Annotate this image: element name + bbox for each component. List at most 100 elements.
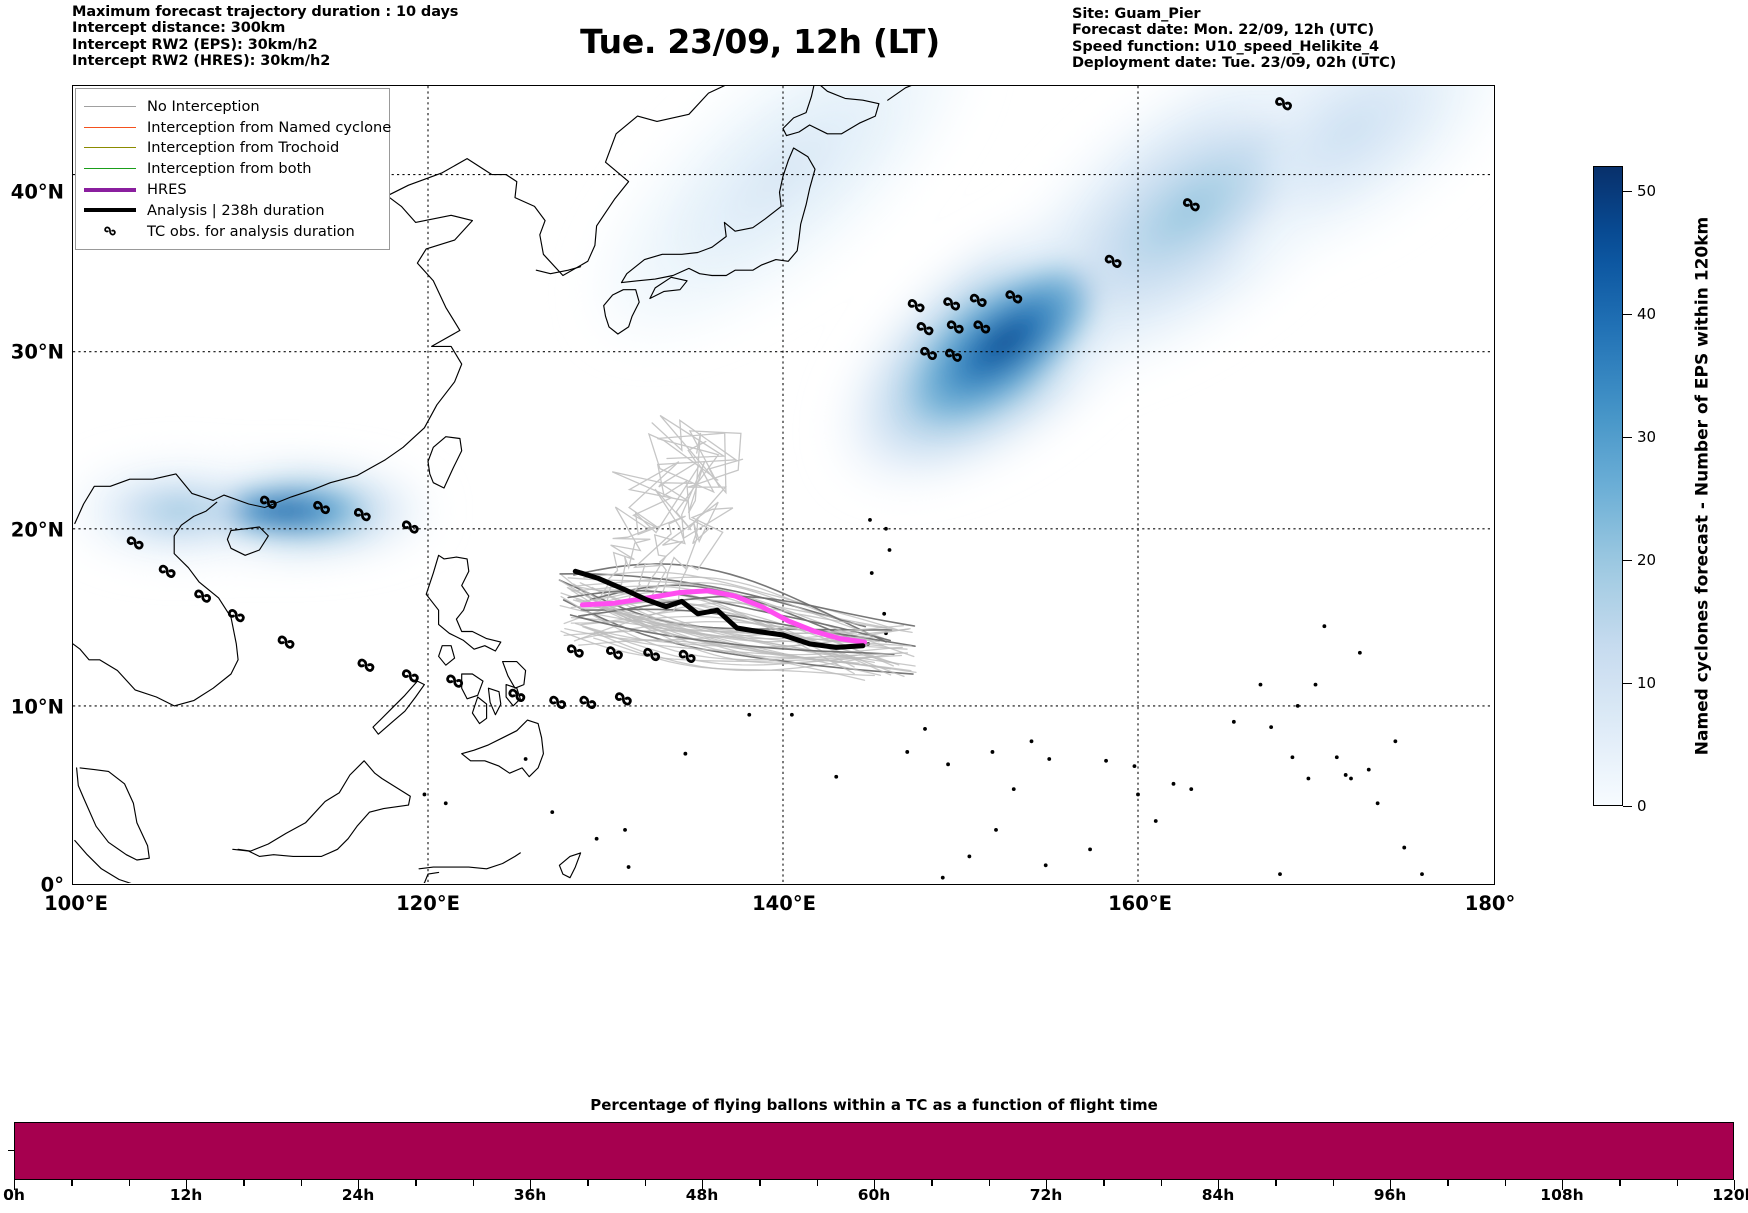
header-left-line-2: Intercept distance: 300km [72, 20, 286, 37]
cyclone-icon [920, 346, 937, 361]
legend-item-tc-obs[interactable]: TC obs. for analysis duration [84, 221, 379, 242]
legend-item-hres[interactable]: HRES [84, 179, 379, 200]
legend-label: HRES [147, 181, 187, 199]
cyclone-icon [313, 500, 330, 515]
colorbar-tick [1623, 436, 1632, 439]
flight-time-minor-tick [71, 1180, 73, 1186]
bar-left-tick [8, 1150, 15, 1152]
legend-item-no-interception[interactable]: No Interception [84, 96, 379, 117]
speed-function-label: Speed function: U10_speed_Helikite_4 [1072, 38, 1380, 55]
cyclone-icon [973, 320, 991, 334]
site-label: Site: Guam_Pier [1072, 6, 1201, 22]
colorbar-tick [1623, 559, 1632, 562]
flight-time-minor-tick [243, 1180, 245, 1186]
flight-time-tick [14, 1180, 16, 1190]
cyclone-icon [277, 635, 295, 649]
cyclone-icon [401, 520, 419, 534]
cyclone-icon [614, 692, 632, 706]
legend-label: Analysis | 238h duration [147, 201, 325, 219]
yaxis-tick-30: 30°N [10, 340, 64, 364]
colorbar-tick-label: 0 [1637, 797, 1647, 815]
colorbar-title: Named cyclones forecast - Number of EPS … [1688, 166, 1716, 806]
flight-time-tick [702, 1180, 704, 1190]
flight-time-minor-tick [816, 1180, 818, 1186]
legend-item-trochoid[interactable]: Interception from Trochoid [84, 138, 379, 159]
colorbar-tick [1623, 806, 1632, 808]
ensemble-tracks [558, 414, 917, 681]
cyclone-icon [357, 658, 375, 672]
cyclone-icon [907, 299, 925, 313]
flight-time-tick [358, 1180, 360, 1190]
cyclone-icon [579, 695, 597, 709]
colorbar-tick [1623, 682, 1632, 685]
flight-time-minor-tick [587, 1180, 589, 1186]
legend-label: TC obs. for analysis duration [147, 222, 355, 240]
cyclone-icon [946, 320, 964, 334]
flight-time-tick-label: 84h [1201, 1186, 1235, 1204]
flight-time-tick [874, 1180, 876, 1190]
cyclone-icon [678, 649, 696, 663]
flight-time-minor-tick [415, 1180, 417, 1186]
xaxis-tick-180: 180° [1464, 892, 1516, 915]
header-right-info: Site: Guam_Pier Forecast date: Mon. 22/0… [1072, 6, 1632, 72]
colorbar-tick-label: 20 [1637, 550, 1657, 569]
flight-time-tick-label: 12h [169, 1186, 203, 1204]
header-left-line-3: Intercept RW2 (EPS): 30km/h2 [72, 36, 318, 53]
legend-swatch-line [84, 208, 136, 213]
flight-time-minor-tick [1619, 1180, 1621, 1186]
flight-time-tick [1734, 1180, 1736, 1190]
tc-observation-markers [126, 97, 1292, 709]
colorbar-tick [1623, 190, 1632, 192]
flight-time-minor-tick [472, 1180, 474, 1186]
flight-time-minor-tick [300, 1180, 302, 1186]
map-canvas [73, 86, 1493, 883]
xaxis-tick-160E: 160°E [1108, 892, 1172, 915]
legend-swatch-line [84, 126, 136, 128]
flight-time-tick-label: 120h [1712, 1186, 1748, 1204]
cyclone-icon [194, 589, 212, 603]
flight-time-minor-tick [1332, 1180, 1334, 1186]
cyclone-icon [549, 695, 567, 709]
cyclone-icon [643, 647, 661, 662]
flight-time-tick [186, 1180, 188, 1190]
cyclone-icon [158, 564, 176, 578]
legend-item-both[interactable]: Interception from both [84, 158, 379, 179]
yaxis-tick-20: 20°N [10, 518, 64, 542]
colorbar-title-text: Named cyclones forecast - Number of EPS … [1692, 216, 1713, 756]
flight-time-tick [1218, 1180, 1220, 1190]
legend-label: No Interception [147, 97, 260, 115]
legend-label: Interception from Named cyclone [147, 118, 392, 136]
flight-time-bar[interactable] [14, 1122, 1734, 1180]
flight-time-tick-label: 0h [3, 1186, 25, 1204]
colorbar-tick-label: 10 [1637, 673, 1657, 692]
flight-time-minor-tick [644, 1180, 646, 1186]
flight-time-tick [1390, 1180, 1392, 1190]
cyclone-icon [916, 322, 934, 336]
page-title: Tue. 23/09, 12h (LT) [580, 22, 940, 61]
flight-time-tick-label: 72h [1029, 1186, 1063, 1204]
yaxis-tick-40: 40°N [10, 180, 64, 204]
flight-time-bar-fill [15, 1123, 1733, 1179]
bottom-bar-title: Percentage of flying ballons within a TC… [590, 1096, 1158, 1114]
legend-item-named-cyclone[interactable]: Interception from Named cyclone [84, 117, 391, 138]
flight-time-tick [530, 1180, 532, 1190]
map-legend[interactable]: No Interception Interception from Named … [75, 88, 391, 250]
flight-time-minor-tick [931, 1180, 933, 1186]
cyclone-icon [227, 609, 245, 623]
cyclone-icon [1104, 254, 1122, 268]
legend-label: Interception from both [147, 160, 312, 178]
flight-time-minor-tick [1160, 1180, 1162, 1186]
cyclone-icon [259, 495, 277, 509]
main-trajectories [572, 568, 868, 650]
cyclone-icon [126, 536, 144, 550]
colorbar-tick-label: 50 [1637, 181, 1657, 200]
xaxis-tick-100E: 100°E [44, 892, 108, 915]
legend-label: Interception from Trochoid [147, 139, 340, 157]
cyclone-icon [566, 644, 584, 658]
flight-time-minor-tick [1504, 1180, 1506, 1186]
yaxis-tick-0: 0° [40, 873, 64, 897]
colorbar-tick [1623, 313, 1632, 315]
colorbar-tick-label: 40 [1637, 304, 1657, 323]
legend-item-analysis[interactable]: Analysis | 238h duration [84, 200, 379, 221]
colorbar[interactable]: 0 10 20 30 40 50 [1593, 166, 1656, 815]
